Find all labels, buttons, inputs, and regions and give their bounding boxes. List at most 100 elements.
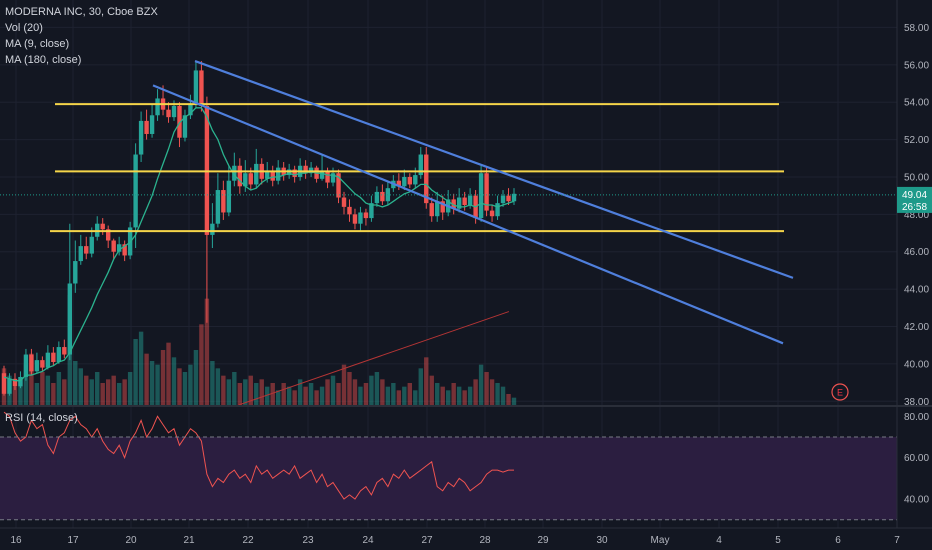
volume-bar-22 [122,379,127,405]
candle-body-74 [407,176,413,185]
volume-bar-54 [297,379,303,405]
legend-ma180[interactable]: MA (180, close) [5,54,82,66]
rsi-tick-0: 40.00 [904,495,929,506]
volume-bar-66 [363,383,369,405]
time-tick-7: 27 [421,535,433,546]
volume-bar-80 [440,386,445,405]
volume-bar-84 [462,390,467,405]
symbol-title[interactable]: MODERNA INC, 30, Cboe BZX [5,6,158,18]
volume-bar-26 [144,353,149,405]
price-axis[interactable]: 38.00 40.00 42.00 44.00 46.00 48.00 50.00 52.00… [904,23,929,506]
candle-body-16 [89,236,94,254]
trend-lines[interactable] [152,60,794,345]
volume-bar-57 [314,390,319,405]
volume-bar-37 [204,298,210,405]
volume-bar-79 [435,383,440,405]
volume-bar-64 [352,379,358,405]
price-tick-10: 58.00 [904,23,929,34]
volume-bar-51 [281,383,286,405]
volume-bar-74 [407,383,413,405]
volume-bar-81 [445,390,451,405]
volume-bar-36 [199,324,204,405]
volume-bar-6 [34,383,40,405]
candle-body-12 [67,283,73,355]
volume-bar-62 [341,364,347,405]
candle-body-85 [467,195,473,205]
candle-body-5 [29,354,34,372]
volume-bar-11 [62,379,67,405]
volume-bar-28 [155,364,160,405]
time-tick-0: 16 [10,535,22,546]
volume-bar-32 [177,368,182,405]
volume-bar-78 [429,375,434,405]
candle-body-15 [84,246,89,254]
volume-bar-25 [138,331,144,405]
candle-body-44 [243,173,248,187]
candle-body-77 [424,154,429,204]
candle-body-25 [138,120,144,155]
earnings-circle [831,383,849,401]
rsi-legend[interactable]: RSI (14, close) [5,412,78,424]
volume-bar-3 [18,379,23,405]
volume-bar-85 [467,386,473,405]
candle-body-20 [111,240,116,252]
time-tick-2: 20 [125,535,137,546]
volume-bar-34 [188,364,193,405]
price-tick-9: 56.00 [904,60,929,71]
time-tick-1: 17 [67,535,79,546]
volume-bar-58 [319,386,325,405]
legend-ma9[interactable]: MA (9, close) [5,38,70,50]
rsi-tick-1: 60.00 [904,453,929,464]
candle-body-79 [435,201,440,217]
candle-body-91 [500,195,506,204]
volume-bar-23 [127,372,133,405]
earnings-marker[interactable]: E [831,383,849,401]
candle-body-92 [506,195,511,202]
volume-bar-9 [51,383,56,405]
time-tick-5: 23 [302,535,314,546]
time-axis[interactable]: 16 17 20 21 22 23 24 27 28 29 30 May 4 5 6 7 [10,535,900,546]
volume-bar-75 [413,390,418,405]
candle-body-61 [336,173,341,198]
candle-body-8 [45,352,51,368]
candle-body-13 [73,261,78,284]
candle-body-87 [478,173,484,219]
candle-body-55 [303,165,308,174]
candle-body-73 [402,176,407,187]
volume-bar-87 [478,364,484,405]
candle-body-33 [182,115,188,138]
candle-body-88 [484,173,489,211]
volume-bar-35 [193,350,199,405]
candle-body-84 [462,197,467,205]
volume-bar-89 [489,379,495,405]
legend-vol[interactable]: Vol (20) [5,22,43,34]
candle-body-64 [352,214,358,224]
volume-bar-88 [484,372,489,405]
rsi-tick-2: 80.00 [904,412,929,423]
price-badge-bg [897,186,932,213]
volume-bar-53 [292,390,297,405]
candle-body-14 [78,246,83,262]
volume-bar-7 [40,372,45,405]
candle-body-43 [237,165,243,187]
volume-bar-55 [303,386,308,405]
volume-bar-19 [105,379,111,405]
volume-bar-71 [391,383,396,405]
candle-body-49 [270,171,275,181]
volume-bar-44 [243,379,248,405]
candle-body-27 [149,115,155,134]
price-tick-6: 50.00 [904,172,929,183]
candle-body-31 [171,105,177,118]
candlesticks[interactable] [1,61,517,396]
volume-bar-90 [495,383,500,405]
volume-bar-72 [396,390,402,405]
candle-body-75 [413,175,418,185]
volume-bar-65 [358,386,363,405]
volume-bar-50 [275,390,281,405]
volume-bar-2 [12,386,18,405]
volume-bar-52 [286,386,292,405]
support-resistance-lines[interactable] [50,103,784,233]
volume-bar-30 [166,342,171,405]
